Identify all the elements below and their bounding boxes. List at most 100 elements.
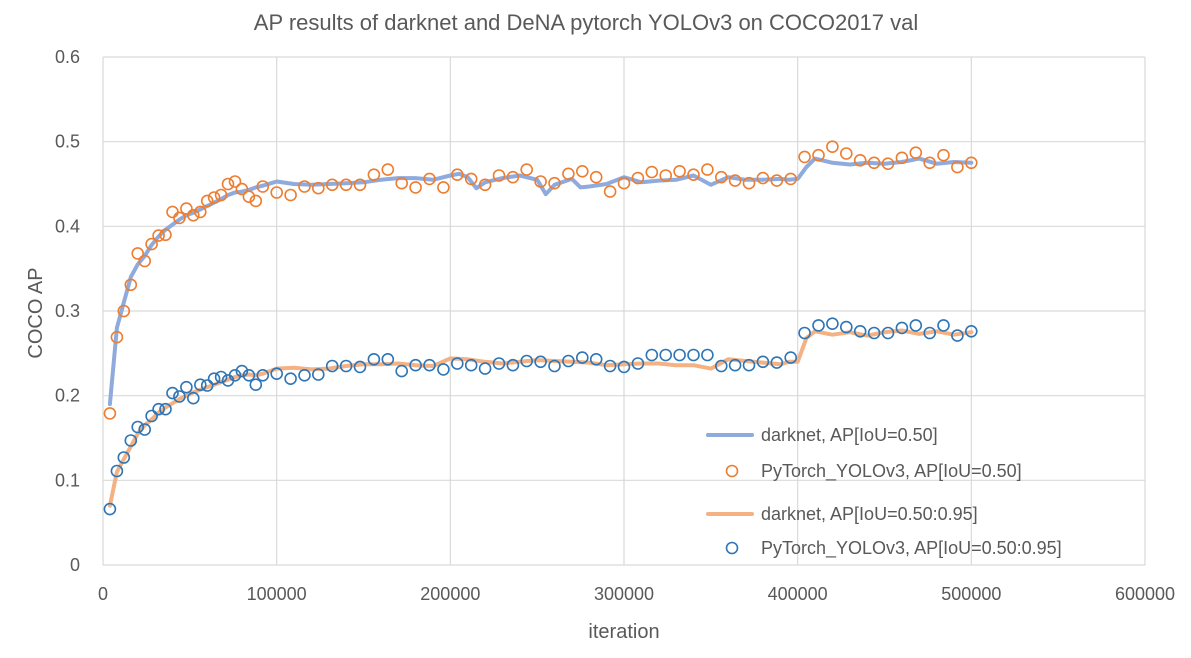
series-4-point [117,451,131,464]
series-2-point [103,407,117,420]
series-2-point [534,175,547,188]
x-tick-label: 0 [98,584,108,604]
series-2-point [492,169,506,182]
legend-label: darknet, AP[IoU=0.50:0.95] [761,504,978,524]
series-2-point [207,191,221,204]
series-2-point [221,177,235,191]
series-2-point [673,165,686,178]
series-4-point [152,402,165,416]
series-2-point [603,185,617,198]
series-2-point [131,247,144,260]
series-2-point [124,278,138,292]
series-4-point [124,434,138,447]
series-4-point [589,352,603,366]
series-2-point [575,165,589,178]
series-2-point [159,228,172,242]
series-4-point [617,360,631,374]
series-4-point [284,372,297,386]
series-2-point [659,169,673,182]
series-2-point [339,178,353,192]
series-2-point [798,150,811,164]
x-tick-label: 100000 [247,584,307,604]
series-4-point [214,370,228,384]
series-2-point [506,170,520,184]
series-4-point [325,359,339,373]
legend-swatch-marker [725,464,739,478]
series-2-point [617,176,631,190]
x-tick-labels: 0 100000 200000 300000 400000 500000 600000 [98,584,1175,604]
series-2-point [631,171,645,185]
series-2-point [812,148,825,162]
series-4-point [673,348,686,362]
series-2-point [964,156,978,170]
legend: darknet, AP[IoU=0.50] PyTorch_YOLOv3, AP[… [706,425,1062,559]
series-4-point [701,348,714,362]
series-4-point [159,402,172,416]
series-4-point [603,359,617,373]
series-2-point [270,186,284,199]
series-2-point [166,205,179,219]
series-4-point [409,358,422,372]
series-2-point [742,176,756,190]
series-2-point [311,181,325,195]
series-4-point [145,409,158,423]
series-2-point [214,188,228,202]
series-4-point [839,320,853,334]
series-4-point [423,358,436,372]
x-axis-title: iteration [588,621,659,643]
series-4-point [194,378,207,392]
series-2-point [423,172,436,186]
series-4-point [200,379,214,392]
y-tick-label: 0.2 [55,386,80,406]
series-4-point [110,464,124,478]
series-4-point [812,319,825,332]
series-4-point [207,372,221,386]
series-4-point [575,351,589,364]
series-2-point [325,178,339,192]
series-2-point [450,168,464,181]
series-2-point [249,194,263,208]
series-4-point [881,326,895,340]
series-2-point [256,180,270,193]
series-4-point [235,364,249,378]
series-2-point [117,304,131,318]
series-2-point [298,180,311,193]
gridlines [102,56,1146,566]
series-4-point [895,321,909,335]
series-2-point [714,170,728,184]
series-2-point [923,156,937,170]
x-tick-label: 400000 [768,584,828,604]
x-tick-label: 600000 [1115,584,1175,604]
series-4-point [756,355,770,369]
series-4-point [464,358,478,372]
y-tick-label: 0.3 [55,301,80,321]
series-4-point [784,351,798,364]
legend-label: PyTorch_YOLOv3, AP[IoU=0.50:0.95] [761,538,1062,559]
series-4-point [103,502,117,516]
x-tick-label: 300000 [594,584,654,604]
legend-label: PyTorch_YOLOv3, AP[IoU=0.50] [761,461,1022,482]
series-4-point [826,317,839,331]
series-2-point [909,146,923,159]
plot-area [103,140,978,516]
series-2-point [437,181,450,194]
series-4-point [367,352,381,366]
series-2-point [478,178,492,192]
series-2-point [152,229,165,242]
series-4-point [909,319,923,332]
series-4-point [520,354,534,368]
series-4-point [298,368,311,382]
series-2-point [381,163,395,176]
series-2-point [228,175,242,188]
series-2-point [173,211,186,225]
series-4-point [742,358,756,372]
series-4-point [311,368,325,381]
series-2-point [645,165,659,179]
series-4-point [138,423,151,436]
series-4-point [492,357,506,370]
series-4-point [437,363,450,376]
series-2-point [784,172,798,186]
x-tick-label: 500000 [941,584,1001,604]
